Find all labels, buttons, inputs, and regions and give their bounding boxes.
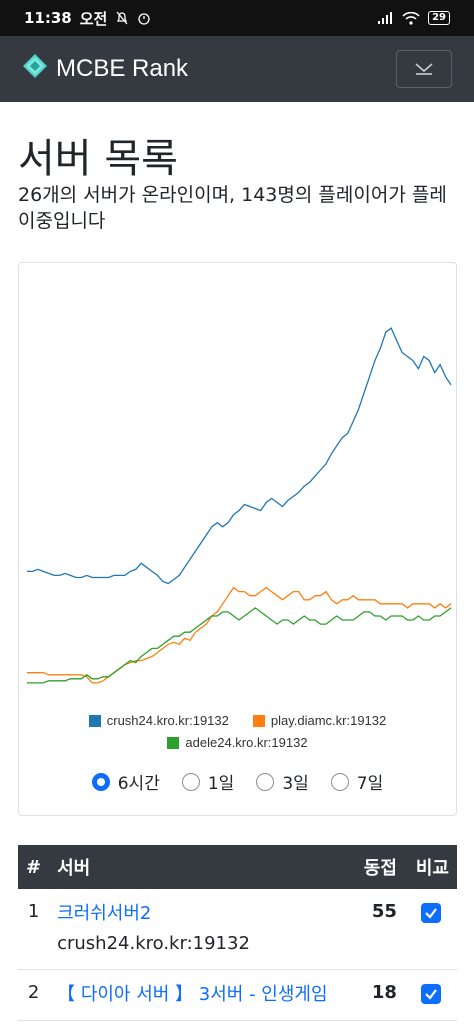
brand-link[interactable]: MCBE Rank bbox=[22, 53, 188, 86]
legend-item-diamc[interactable]: play.diamc.kr:19132 bbox=[252, 713, 387, 728]
row-compare bbox=[404, 969, 457, 1021]
server-table: # 서버 동접 비교 1 크러쉬서버2 crush24.kro.kr:19132… bbox=[18, 845, 457, 1021]
compare-checkbox[interactable] bbox=[420, 903, 441, 923]
diamond-logo-icon bbox=[22, 53, 48, 86]
checkmark-icon bbox=[425, 989, 437, 1000]
series-line-0 bbox=[27, 327, 452, 585]
table-row: 1 크러쉬서버2 crush24.kro.kr:19132 55 bbox=[18, 889, 457, 970]
compare-checkbox[interactable] bbox=[420, 984, 441, 1004]
server-name-link[interactable]: 【 다이아 서버 】 3서버 - 인생게임 bbox=[57, 984, 328, 1005]
series-line-2 bbox=[27, 607, 452, 684]
chart-legend: crush24.kro.kr:19132 play.diamc.kr:19132… bbox=[19, 713, 456, 757]
row-server: 【 다이아 서버 】 3서버 - 인생게임 bbox=[49, 969, 353, 1021]
battery-indicator: 29 bbox=[428, 11, 450, 25]
radio-label: 6시간 bbox=[117, 774, 160, 794]
legend-label: crush24.kro.kr:19132 bbox=[106, 713, 229, 728]
signal-icon bbox=[378, 12, 394, 24]
clock-time: 11:38 bbox=[24, 9, 72, 27]
row-rank: 2 bbox=[18, 969, 50, 1021]
alarm-clock-icon bbox=[137, 11, 151, 25]
legend-swatch bbox=[252, 714, 265, 727]
table-row: 2 【 다이아 서버 】 3서버 - 인생게임 18 bbox=[18, 969, 457, 1021]
navbar-toggle-button[interactable] bbox=[396, 50, 452, 88]
chart-card: crush24.kro.kr:19132 play.diamc.kr:19132… bbox=[18, 262, 457, 816]
row-players: 18 bbox=[352, 969, 405, 1021]
server-address: crush24.kro.kr:19132 bbox=[57, 933, 250, 954]
radio-button[interactable] bbox=[330, 772, 349, 791]
navbar: MCBE Rank bbox=[0, 36, 474, 102]
legend-label: adele24.kro.kr:19132 bbox=[185, 735, 308, 750]
header-rank: # bbox=[26, 856, 42, 878]
online-summary: 26개의 서버가 온라인이며, 143명의 플레이어가 플레이중입니다 bbox=[18, 184, 447, 232]
header-players: 동접 bbox=[363, 858, 397, 879]
row-server: 크러쉬서버2 crush24.kro.kr:19132 bbox=[49, 889, 353, 970]
radio-label: 7일 bbox=[356, 774, 384, 794]
wifi-icon bbox=[402, 11, 420, 25]
range-option-6h[interactable]: 6시간 bbox=[91, 769, 160, 794]
radio-button[interactable] bbox=[181, 772, 200, 791]
table-header: # 서버 동접 비교 bbox=[18, 845, 457, 889]
row-players: 55 bbox=[352, 889, 405, 970]
mute-bell-icon bbox=[115, 11, 129, 25]
brand-text: MCBE Rank bbox=[56, 55, 189, 82]
range-option-3d[interactable]: 3일 bbox=[256, 769, 309, 794]
range-option-7d[interactable]: 7일 bbox=[330, 769, 384, 794]
radio-label: 3일 bbox=[282, 774, 309, 794]
page-title: 서버 목록 bbox=[18, 136, 178, 182]
time-range-options: 6시간 1일 3일 7일 bbox=[19, 769, 456, 794]
range-option-1d[interactable]: 1일 bbox=[181, 769, 235, 794]
checkmark-icon bbox=[425, 908, 437, 919]
radio-button[interactable] bbox=[256, 772, 275, 791]
radio-label: 1일 bbox=[207, 774, 235, 794]
server-name-link[interactable]: 크러쉬서버2 bbox=[57, 903, 152, 924]
header-server: 서버 bbox=[57, 858, 91, 879]
chevron-down-icon bbox=[413, 60, 435, 79]
clock-ampm: 오전 bbox=[79, 9, 108, 28]
header-compare: 비교 bbox=[415, 858, 449, 879]
legend-item-crush[interactable]: crush24.kro.kr:19132 bbox=[88, 713, 229, 728]
legend-swatch bbox=[167, 736, 180, 749]
radio-button[interactable] bbox=[91, 772, 110, 791]
legend-label: play.diamc.kr:19132 bbox=[270, 713, 387, 728]
row-compare bbox=[404, 889, 457, 970]
series-line-1 bbox=[27, 586, 452, 684]
status-bar: 11:38 오전 29 bbox=[0, 0, 474, 36]
row-rank: 1 bbox=[18, 889, 50, 970]
legend-item-adele[interactable]: adele24.kro.kr:19132 bbox=[167, 735, 308, 750]
legend-swatch bbox=[88, 714, 101, 727]
player-count-chart bbox=[27, 327, 452, 684]
